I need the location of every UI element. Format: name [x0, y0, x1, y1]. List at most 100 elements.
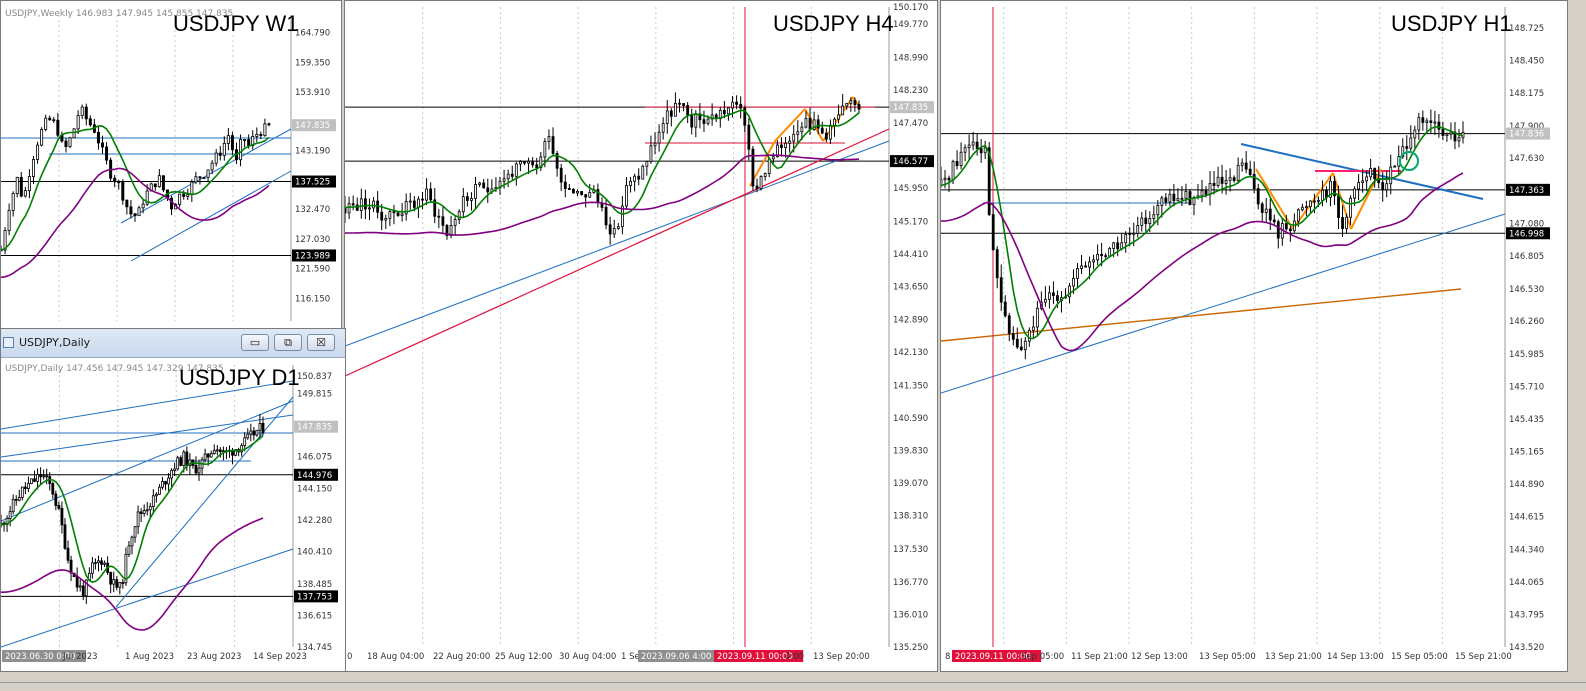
- price-axis-label: 147.630: [1509, 154, 1544, 164]
- price-axis-label: 153.910: [295, 88, 330, 98]
- candle-body: [784, 142, 787, 148]
- candle-body: [30, 478, 33, 484]
- trend-line: [1, 414, 294, 458]
- candle-body: [572, 188, 575, 194]
- candle-body: [971, 141, 975, 146]
- candle-body: [433, 199, 437, 217]
- candle-body: [141, 203, 145, 209]
- candle-body: [727, 107, 730, 115]
- chart-window-d1[interactable]: USDJPY,Daily ▭ ⧉ ☒ 150.837 149.815 147.835…: [0, 328, 346, 672]
- chart-window-h1[interactable]: 148.725 148.450 148.175 147.900 147.836 147.6…: [940, 0, 1568, 672]
- candle-body: [124, 553, 128, 584]
- candle-body: [1003, 301, 1007, 317]
- time-axis-label: 13 Sep 05:00: [1199, 652, 1256, 662]
- candle-body: [78, 585, 82, 588]
- candle-body: [1056, 295, 1059, 301]
- candle-body: [133, 213, 137, 217]
- candle-body: [682, 103, 685, 106]
- chart-w1[interactable]: 164.790 159.350 153.910 147.835 143.190 137.5…: [1, 1, 342, 330]
- candle-body: [449, 225, 453, 236]
- candle-body: [1180, 197, 1184, 200]
- candle-body: [678, 102, 681, 105]
- price-axis-label: 148.725: [1509, 24, 1544, 34]
- restore-button[interactable]: ⧉: [274, 334, 302, 351]
- candle-body: [263, 123, 267, 136]
- candle-body: [751, 148, 755, 187]
- chart-h4[interactable]: 150.170 149.770 148.990 148.230 147.835 147.4…: [345, 1, 938, 672]
- minimize-button[interactable]: ▭: [241, 334, 269, 351]
- moving-average-long: [941, 288, 1462, 342]
- price-axis-label: 138.310: [893, 512, 928, 522]
- zigzag-line: [1255, 168, 1294, 230]
- candle-body: [255, 133, 259, 137]
- candle-body: [261, 422, 265, 433]
- candle-body: [153, 183, 157, 188]
- candle-body: [510, 173, 514, 177]
- price-axis-label: 144.615: [1509, 513, 1544, 523]
- time-axis-label: 0: [347, 652, 352, 662]
- candle-body: [763, 173, 767, 177]
- chart-window-h4[interactable]: 150.170 149.770 148.990 148.230 147.835 147.4…: [344, 0, 938, 672]
- candle-body: [136, 511, 140, 528]
- close-button[interactable]: ☒: [307, 334, 335, 351]
- candle-body: [943, 177, 947, 181]
- candle-body: [1296, 209, 1300, 222]
- candle-body: [129, 206, 133, 215]
- candle-body: [465, 196, 469, 201]
- candle-body: [258, 422, 262, 431]
- trend-line: [941, 213, 1506, 394]
- candle-body: [84, 579, 88, 597]
- candle-body: [1156, 204, 1160, 216]
- candle-body: [186, 194, 190, 197]
- candle-body: [669, 110, 673, 117]
- time-axis-label: 25 Aug 12:00: [495, 652, 552, 662]
- candle-body: [539, 156, 543, 169]
- candle-body: [11, 498, 15, 513]
- candle-body: [234, 449, 237, 456]
- price-axis-label: 149.815: [297, 389, 332, 399]
- candle-body: [947, 177, 951, 181]
- candle-body: [94, 562, 97, 565]
- candle-body: [218, 449, 222, 453]
- price-axis-label: 143.795: [1509, 610, 1544, 620]
- candle-body: [837, 114, 840, 120]
- candle-body: [1260, 203, 1264, 213]
- candle-body: [40, 129, 44, 146]
- candle-body: [812, 119, 816, 130]
- price-tag: 147.363: [1509, 186, 1544, 196]
- price-tag-box: [1506, 183, 1550, 196]
- candle-body: [3, 230, 7, 251]
- chart-d1[interactable]: 150.837 149.815 147.835 146.075 144.976 144.1…: [1, 357, 346, 672]
- candle-body: [1128, 233, 1132, 236]
- candle-body: [121, 582, 125, 584]
- time-tag: 2023.09.11 00:00: [717, 652, 793, 662]
- candle-body: [1385, 183, 1389, 191]
- candle-body: [23, 486, 27, 489]
- candle-body: [649, 145, 653, 162]
- candle-body: [629, 180, 632, 186]
- candle-body: [54, 493, 58, 506]
- moving-average-slow: [941, 172, 1464, 352]
- candle-body: [1220, 176, 1224, 184]
- candle-body: [139, 511, 143, 514]
- candle-body: [702, 119, 706, 124]
- price-axis-label: 136.010: [893, 610, 928, 620]
- candle-body: [1096, 254, 1100, 261]
- window-titlebar[interactable]: USDJPY,Daily ▭ ⧉ ☒: [1, 329, 345, 358]
- candle-body: [15, 176, 19, 194]
- candle-body: [1068, 285, 1071, 298]
- chart-info-line: USDJPY,Daily 147.456 147.945 147.329 147…: [5, 364, 224, 374]
- candle-body: [118, 582, 122, 588]
- time-axis-label: 22 Aug 20:00: [433, 652, 490, 662]
- price-tag: 137.753: [297, 592, 332, 602]
- candle-body: [1361, 180, 1365, 183]
- chart-window-icon: [3, 337, 14, 348]
- candle-body: [212, 450, 216, 454]
- time-tag-box: [714, 650, 804, 662]
- chart-window-w1[interactable]: 164.790 159.350 153.910 147.835 143.190 137.5…: [0, 0, 342, 330]
- candle-body: [941, 179, 943, 186]
- candle-body: [991, 214, 995, 251]
- candle-body: [267, 123, 271, 126]
- price-tag-box: [292, 119, 336, 132]
